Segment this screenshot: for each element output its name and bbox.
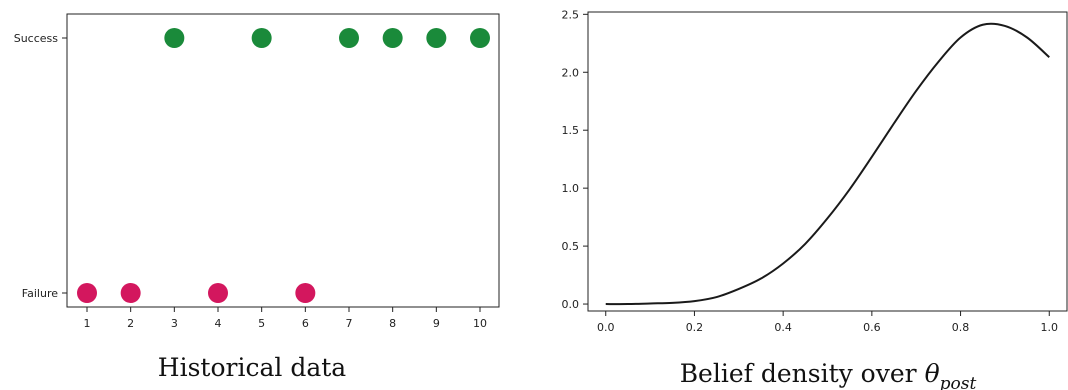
point-success (164, 28, 185, 48)
point-failure (208, 283, 228, 303)
right-y-tick-label: 2.5 (562, 8, 580, 21)
left-x-tick-label: 9 (433, 317, 440, 330)
point-success (426, 28, 447, 48)
left-x-tick-label: 10 (473, 317, 487, 330)
density-curve (605, 22, 1050, 306)
right-x-tick-label: 1.0 (1041, 321, 1059, 334)
left-y-tick-label: Failure (22, 287, 58, 300)
left-plot-frame (66, 13, 500, 308)
right-y-tick-label: 2.0 (562, 66, 580, 79)
left-x-tick-label: 4 (215, 317, 222, 330)
right-plot-frame (587, 11, 1068, 312)
right-y-tick-label: 0.5 (562, 240, 580, 253)
right-x-tick-label: 0.0 (597, 321, 615, 334)
belief-density-panel: 0.0 0.5 1.0 1.5 2.0 2.5 0.0 0.2 0.4 0.6 0.8 1.0 Be… (562, 8, 1068, 390)
left-x-tick-label: 5 (258, 317, 265, 330)
right-x-tick-label: 0.8 (952, 321, 970, 334)
right-y-tick-label: 1.0 (562, 182, 580, 195)
outcome-points (77, 28, 490, 303)
point-failure (120, 283, 141, 303)
point-success (382, 28, 403, 48)
left-y-axis: Failure Success (14, 32, 67, 300)
left-x-tick-label: 7 (346, 317, 353, 330)
left-x-tick-label: 8 (389, 317, 396, 330)
point-success (470, 28, 490, 48)
right-y-tick-label: 0.0 (562, 298, 580, 311)
left-chart-title: Historical data (158, 353, 346, 382)
right-title-subscript: post (940, 374, 977, 390)
right-y-tick-label: 1.5 (562, 124, 580, 137)
left-y-tick-label: Success (14, 32, 59, 45)
right-y-axis: 0.0 0.5 1.0 1.5 2.0 2.5 (562, 8, 588, 311)
right-x-tick-label: 0.6 (863, 321, 881, 334)
left-x-tick-label: 3 (171, 317, 178, 330)
right-chart-title: Belief density over θpost (680, 359, 977, 390)
point-failure (295, 283, 316, 303)
point-success (251, 28, 272, 48)
left-x-axis: 1 2 3 4 5 6 7 8 9 10 (84, 307, 487, 330)
historical-data-panel: Failure Success 1 2 3 4 5 6 7 8 9 10 Historical da… (14, 13, 500, 382)
left-x-tick-label: 6 (302, 317, 309, 330)
right-x-tick-label: 0.2 (686, 321, 704, 334)
point-success (339, 28, 359, 48)
right-title-theta: θ (925, 359, 940, 388)
right-x-tick-label: 0.4 (774, 321, 792, 334)
point-failure (77, 283, 97, 303)
left-x-tick-label: 2 (127, 317, 134, 330)
right-x-axis: 0.0 0.2 0.4 0.6 0.8 1.0 (597, 311, 1058, 334)
left-x-tick-label: 1 (84, 317, 91, 330)
right-title-prefix: Belief density over (680, 359, 925, 388)
